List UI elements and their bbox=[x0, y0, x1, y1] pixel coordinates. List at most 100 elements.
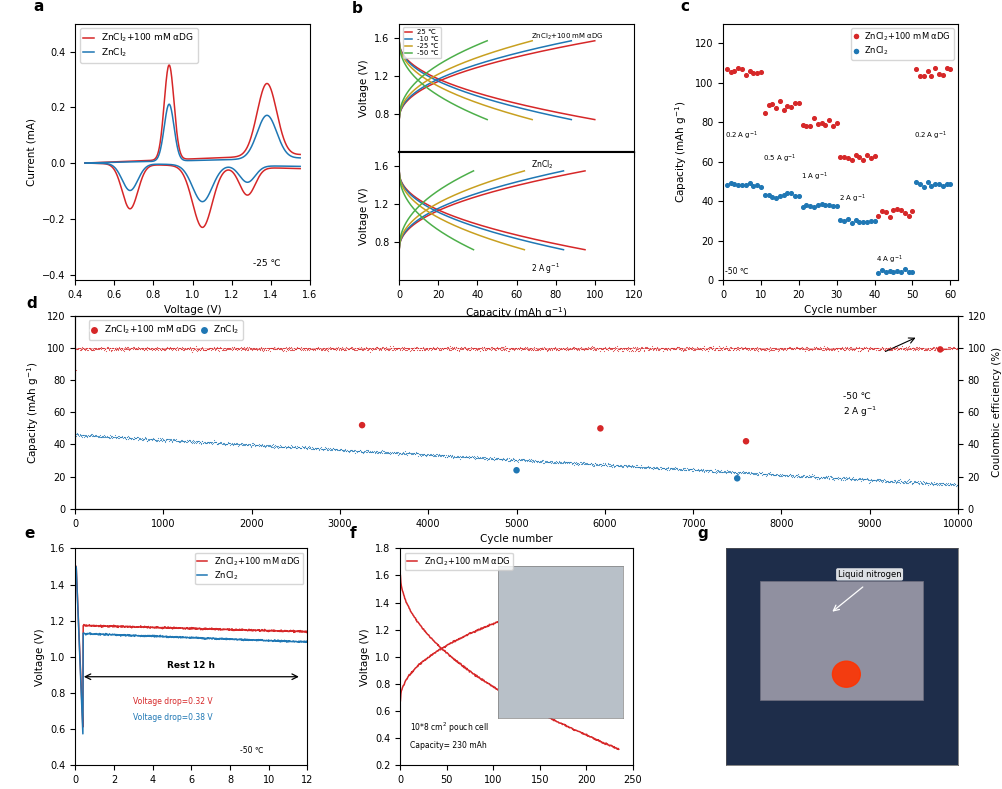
Point bbox=[654, 342, 670, 354]
Point bbox=[166, 434, 182, 447]
Point bbox=[551, 342, 567, 354]
Point bbox=[552, 342, 568, 355]
Point bbox=[474, 451, 490, 463]
Point bbox=[229, 342, 245, 354]
Point bbox=[643, 462, 659, 475]
Point bbox=[105, 342, 121, 354]
Point bbox=[569, 342, 585, 355]
Point bbox=[760, 342, 776, 354]
Point bbox=[552, 456, 568, 469]
Point bbox=[759, 469, 775, 481]
Point bbox=[325, 343, 341, 356]
Point bbox=[333, 443, 349, 455]
X-axis label: Capacity (mAh g$^{-1}$): Capacity (mAh g$^{-1}$) bbox=[465, 305, 567, 321]
Point bbox=[615, 342, 631, 354]
Point bbox=[128, 342, 144, 354]
Point bbox=[524, 342, 540, 354]
Point bbox=[189, 436, 205, 448]
Point bbox=[455, 342, 471, 355]
Point bbox=[614, 342, 630, 354]
Point bbox=[847, 473, 863, 486]
Point bbox=[738, 466, 755, 479]
Point bbox=[762, 468, 778, 481]
Point bbox=[808, 342, 824, 354]
Point bbox=[309, 342, 325, 354]
Point bbox=[548, 343, 564, 356]
Point bbox=[492, 453, 508, 466]
Point bbox=[806, 200, 822, 213]
Point bbox=[111, 342, 127, 355]
Point bbox=[909, 476, 925, 488]
Point bbox=[180, 434, 196, 447]
Point bbox=[411, 448, 427, 461]
Point bbox=[303, 342, 319, 354]
Point bbox=[85, 342, 101, 354]
Point bbox=[741, 342, 758, 354]
Point bbox=[308, 342, 324, 354]
Point bbox=[403, 447, 419, 460]
Point bbox=[503, 454, 519, 466]
Point bbox=[309, 342, 325, 355]
Point bbox=[522, 454, 538, 466]
Point bbox=[906, 344, 922, 357]
Point bbox=[837, 473, 853, 485]
Point bbox=[558, 342, 574, 354]
Point bbox=[123, 432, 139, 445]
Point bbox=[625, 342, 641, 354]
Point bbox=[96, 431, 112, 443]
Point bbox=[437, 451, 453, 463]
Point bbox=[804, 342, 820, 354]
Point bbox=[278, 342, 294, 354]
Point bbox=[185, 434, 201, 447]
Point bbox=[562, 456, 578, 469]
Point bbox=[630, 341, 646, 353]
Point bbox=[906, 343, 922, 356]
Point bbox=[279, 342, 295, 355]
Point bbox=[239, 342, 256, 354]
Point bbox=[532, 455, 548, 468]
Point bbox=[220, 342, 236, 354]
Point bbox=[640, 461, 656, 473]
Point bbox=[460, 342, 476, 354]
Point bbox=[775, 343, 791, 356]
Point bbox=[388, 342, 404, 354]
Point bbox=[890, 342, 906, 355]
Point bbox=[140, 342, 156, 354]
Point bbox=[262, 439, 278, 452]
Point bbox=[689, 342, 705, 354]
Point bbox=[507, 342, 523, 354]
Point bbox=[439, 342, 455, 354]
Point bbox=[691, 342, 707, 355]
Point bbox=[236, 438, 253, 451]
Point bbox=[602, 459, 618, 472]
Point bbox=[384, 342, 400, 354]
Point bbox=[225, 436, 241, 449]
Point bbox=[590, 342, 606, 354]
Point bbox=[947, 480, 963, 492]
Point bbox=[295, 441, 311, 454]
Point bbox=[486, 342, 502, 354]
Point bbox=[934, 342, 950, 355]
Point bbox=[544, 342, 560, 355]
Point bbox=[273, 343, 289, 356]
Point bbox=[916, 477, 932, 490]
Point bbox=[132, 432, 148, 444]
Point bbox=[918, 342, 934, 354]
Point bbox=[529, 344, 545, 357]
Point bbox=[242, 342, 259, 355]
Point bbox=[318, 342, 334, 354]
Point bbox=[334, 342, 350, 354]
Point bbox=[608, 342, 624, 354]
Point bbox=[904, 204, 920, 217]
Point bbox=[198, 436, 214, 449]
Point bbox=[152, 343, 168, 356]
Point bbox=[768, 342, 784, 354]
Point bbox=[477, 344, 493, 357]
Point bbox=[548, 342, 564, 354]
Point bbox=[286, 342, 302, 354]
Point bbox=[799, 342, 815, 354]
Point bbox=[805, 342, 821, 354]
Point bbox=[755, 343, 771, 356]
Point bbox=[68, 429, 84, 442]
Point bbox=[301, 342, 317, 355]
